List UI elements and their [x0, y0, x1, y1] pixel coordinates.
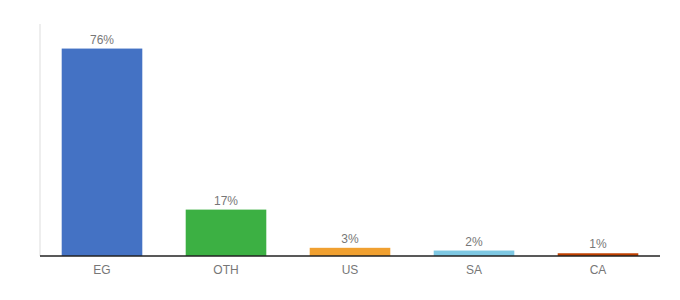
data-label: 76% — [90, 33, 114, 47]
bar — [310, 248, 391, 256]
bar — [434, 251, 515, 256]
chart-container: 76% 17% 3% 2% 1% EG OTH US SA CA — [0, 0, 680, 300]
bar — [186, 210, 267, 256]
x-tick-label: US — [342, 263, 359, 277]
y-axis-line — [40, 24, 41, 256]
data-label: 17% — [214, 194, 238, 208]
x-tick-label: EG — [93, 263, 110, 277]
data-label: 1% — [589, 237, 607, 251]
x-tick-label: SA — [466, 263, 482, 277]
x-tick-label: CA — [590, 263, 607, 277]
x-axis-line — [40, 255, 660, 257]
bars — [62, 49, 639, 256]
bar — [62, 49, 143, 256]
data-label: 2% — [465, 235, 483, 249]
x-tick-label: OTH — [213, 263, 238, 277]
chart-svg: 76% 17% 3% 2% 1% EG OTH US SA CA — [0, 0, 680, 300]
data-label: 3% — [341, 232, 359, 246]
